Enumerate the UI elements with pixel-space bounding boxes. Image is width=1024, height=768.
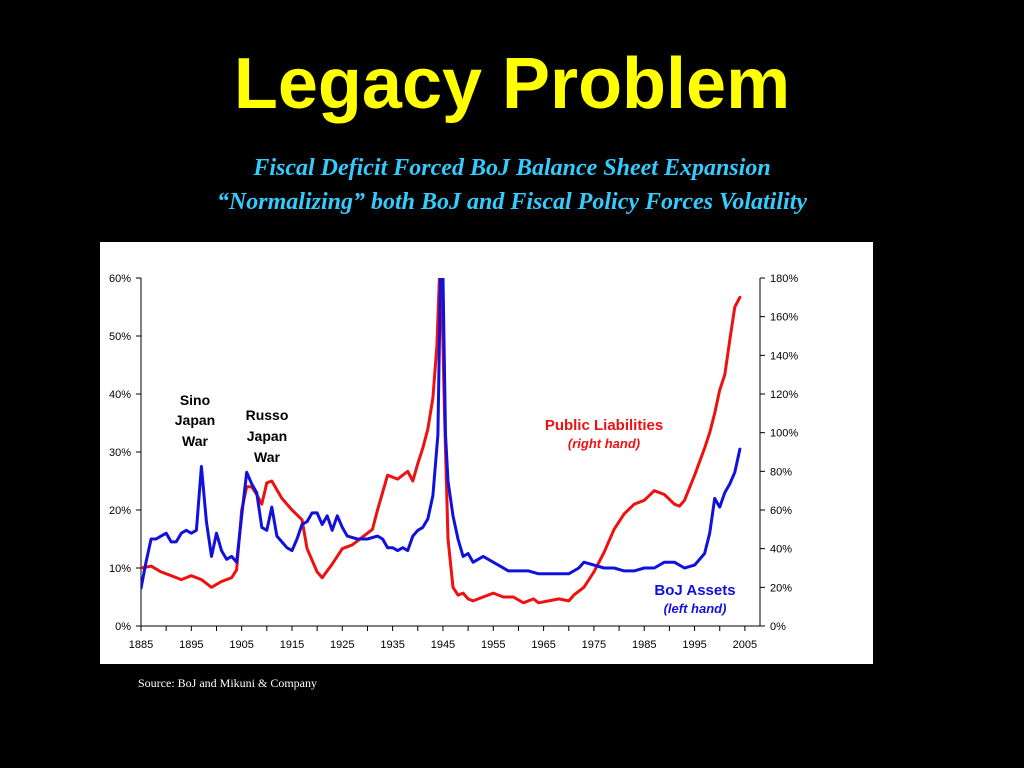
series-line-public-liabilities-0 [141, 278, 441, 589]
slide-subtitle-2: “Normalizing” both BoJ and Fiscal Policy… [216, 189, 808, 215]
chart-series-layer [141, 278, 742, 605]
right-axis-tick-label: 40% [770, 544, 792, 556]
series-line-boj-assets-2 [141, 278, 442, 590]
x-axis-tick-label: 1895 [179, 639, 203, 651]
left-axis-tick-label: 30% [109, 447, 131, 459]
left-axis-tick-label: 40% [109, 389, 131, 401]
legend-public-liabilities-note: (right hand) [568, 436, 640, 451]
right-axis-tick-label: 120% [770, 389, 798, 401]
slide-title: Legacy Problem [233, 44, 791, 124]
right-axis-tick-label: 100% [770, 428, 798, 440]
right-axis-tick-label: 0% [770, 621, 786, 633]
x-axis-tick-label: 1955 [481, 639, 505, 651]
annotation-sino-japan-war-line2: Japan [175, 412, 215, 428]
chart-svg: 0% 10% 20% 30% 40% 50% 60% 0% 20% 40% 60% 80% 100% 12… [109, 273, 798, 651]
x-axis-tick-label: 2005 [733, 639, 757, 651]
chart-labels: Sino Japan War Russo Japan War Public Li… [175, 392, 736, 616]
x-axis-tick-label: 1925 [330, 639, 354, 651]
series-line-boj-assets-3 [441, 278, 742, 576]
annotation-russo-japan-war-line2: Japan [247, 428, 287, 444]
chart-panel: 0% 10% 20% 30% 40% 50% 60% 0% 20% 40% 60% 80% 100% 12… [100, 242, 873, 664]
right-axis-tick-label: 160% [770, 312, 798, 324]
x-axis-tick-label: 1965 [531, 639, 555, 651]
right-axis-tick-label: 60% [770, 505, 792, 517]
x-axis-tick-label: 1995 [682, 639, 706, 651]
x-axis-tick-label: 1945 [431, 639, 455, 651]
x-axis-tick-label: 1915 [280, 639, 304, 651]
left-axis-tick-label: 0% [115, 621, 131, 633]
left-axis-tick-label: 20% [109, 505, 131, 517]
right-axis-tick-label: 80% [770, 466, 792, 478]
x-axis-tick-label: 1885 [129, 639, 153, 651]
right-axis-tick-label: 140% [770, 350, 798, 362]
annotation-russo-japan-war-line3: War [254, 449, 280, 465]
slide-subtitle-1: Fiscal Deficit Forced BoJ Balance Sheet … [253, 155, 771, 181]
x-axis-tick-label: 1985 [632, 639, 656, 651]
x-axis-tick-label: 1905 [229, 639, 253, 651]
x-axis-tick-label: 1975 [582, 639, 606, 651]
series-line-public-liabilities-1 [439, 278, 742, 605]
right-axis-tick-label: 180% [770, 273, 798, 285]
annotation-sino-japan-war-line1: Sino [180, 392, 210, 408]
chart-axes: 0% 10% 20% 30% 40% 50% 60% 0% 20% 40% 60% 80% 100% 12… [109, 273, 798, 651]
left-axis-tick-label: 50% [109, 331, 131, 343]
x-axis-tick-label: 1935 [380, 639, 404, 651]
legend-boj-assets-note: (left hand) [664, 601, 727, 616]
left-axis-tick-label: 60% [109, 273, 131, 285]
annotation-sino-japan-war-line3: War [182, 433, 208, 449]
right-axis-tick-label: 20% [770, 582, 792, 594]
legend-boj-assets: BoJ Assets [654, 582, 735, 599]
left-axis-tick-label: 10% [109, 563, 131, 575]
legend-public-liabilities: Public Liabilities [545, 417, 663, 434]
annotation-russo-japan-war-line1: Russo [246, 407, 289, 423]
source-note: Source: BoJ and Mikuni & Company [138, 676, 317, 690]
